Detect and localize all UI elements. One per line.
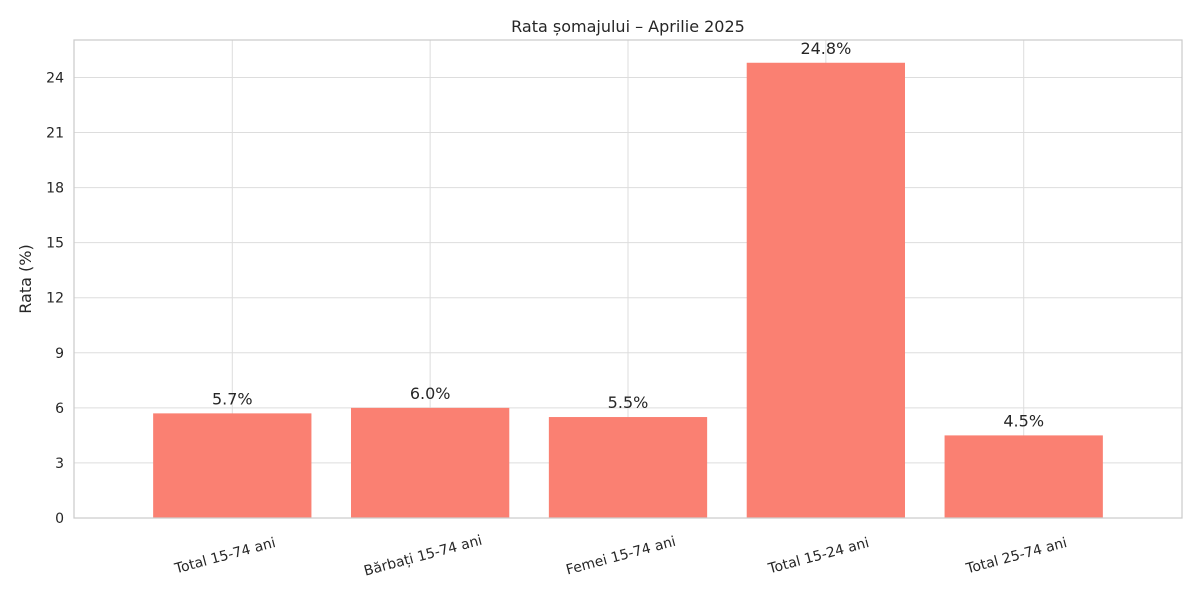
y-tick-label: 21 bbox=[46, 126, 64, 142]
bar bbox=[548, 417, 708, 518]
x-ticks-layer: Total 15-74 ani Bărbați 15-74 ani Femei 15… bbox=[172, 533, 1069, 580]
y-tick-label: 24 bbox=[46, 70, 64, 86]
bar bbox=[153, 413, 312, 518]
x-tick-label: Total 25-74 ani bbox=[964, 535, 1069, 578]
bar-value-label: 5.7% bbox=[212, 389, 253, 408]
value-labels-layer: 5.7% 6.0% 5.5% 24.8% 4.5% bbox=[212, 39, 1044, 431]
y-axis-label: Rata (%) bbox=[16, 244, 35, 313]
y-tick-label: 3 bbox=[55, 456, 64, 472]
chart-title: Rata șomajului – Aprilie 2025 bbox=[511, 17, 745, 36]
bar-value-label: 6.0% bbox=[410, 384, 451, 403]
y-tick-label: 12 bbox=[46, 291, 64, 307]
y-tick-label: 18 bbox=[46, 181, 64, 197]
bar bbox=[746, 62, 905, 519]
y-tick-label: 0 bbox=[55, 511, 64, 527]
x-tick-label: Femei 15-74 ani bbox=[564, 534, 677, 579]
bar-value-label: 5.5% bbox=[608, 393, 649, 412]
x-tick-label: Bărbați 15-74 ani bbox=[362, 533, 484, 580]
y-tick-label: 15 bbox=[46, 236, 64, 252]
bar bbox=[351, 407, 510, 518]
x-tick-label: Total 15-24 ani bbox=[766, 535, 871, 578]
bar-value-label: 24.8% bbox=[800, 39, 851, 58]
x-tick-label: Total 15-74 ani bbox=[172, 535, 277, 578]
plot-frame bbox=[73, 39, 1183, 519]
bar-value-label: 4.5% bbox=[1003, 411, 1044, 430]
y-tick-label: 6 bbox=[55, 401, 64, 417]
bars-layer bbox=[153, 62, 1103, 519]
bar bbox=[944, 435, 1103, 518]
y-ticks-layer: 0 3 6 9 12 15 18 21 24 bbox=[46, 70, 64, 527]
y-tick-label: 9 bbox=[55, 346, 64, 362]
